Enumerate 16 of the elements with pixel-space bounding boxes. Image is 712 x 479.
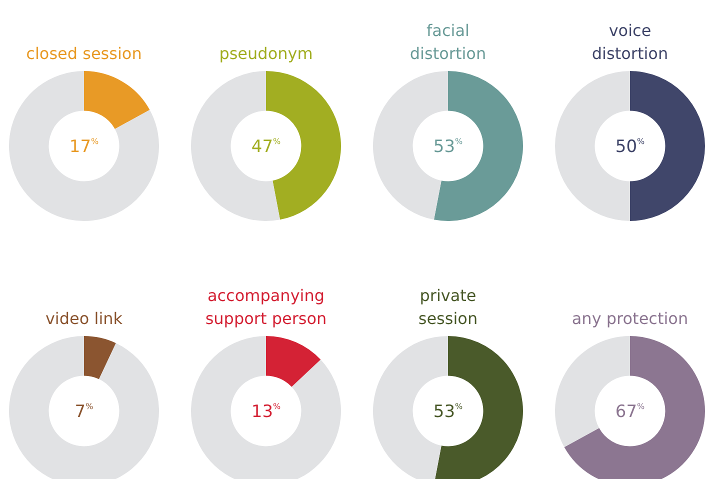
text: 53%: [433, 137, 464, 157]
text: 47%: [251, 137, 282, 157]
chart-title: accompanying support person: [205, 285, 327, 330]
chart-title: closed session: [26, 43, 142, 65]
text: 53%: [433, 402, 464, 422]
text: 13%: [251, 402, 282, 422]
text: 50%: [615, 137, 646, 157]
text: 7%: [74, 402, 94, 422]
chart-title: private session: [418, 285, 478, 330]
text: 17%: [69, 137, 100, 157]
text: 67%: [615, 402, 646, 422]
chart-title: voice distortion: [592, 20, 668, 65]
chart-title: facial distortion: [410, 20, 486, 65]
chart-title: any protection: [572, 308, 688, 330]
chart-title: pseudonym: [219, 43, 313, 65]
chart-title: video link: [45, 308, 123, 330]
